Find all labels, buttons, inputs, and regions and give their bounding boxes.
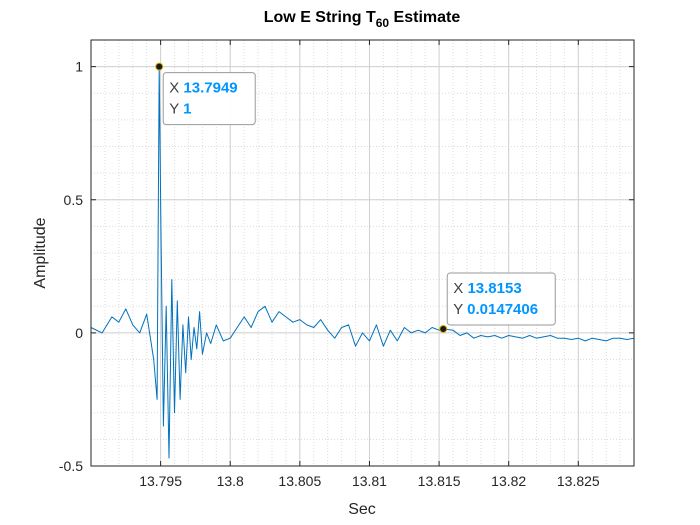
series-layer [90,66,635,459]
x-tick-label: 13.805 [278,473,321,489]
x-tick-label: 13.815 [418,473,461,489]
datatip-marker[interactable] [439,324,448,333]
y-tick-label: 0 [75,325,83,341]
y-tick-labels: -0.5 0 0.5 1 [59,59,83,474]
datatip-x-row: X 13.8153 [453,280,521,297]
datatip-y-row: Y 1 [169,101,191,118]
datatip-y-row: Y 0.0147406 [453,301,538,318]
series-line [90,66,635,459]
tick-marks [91,40,634,467]
x-tick-label: 13.81 [352,473,387,489]
x-tick-label: 13.82 [491,473,526,489]
y-tick-label: 0.5 [64,192,84,208]
x-tick-labels: 13.795 13.8 13.805 13.81 13.815 13.82 13.825 [139,473,600,489]
chart-title: Low E String T60 Estimate [264,9,461,30]
datatip-marker[interactable] [155,62,164,71]
y-tick-label: -0.5 [59,458,83,474]
datatip-box [162,72,256,126]
y-tick-label: 1 [75,59,83,75]
x-tick-label: 13.795 [139,473,182,489]
x-axis-label: Sec [348,501,376,518]
x-tick-label: 13.8 [217,473,244,489]
datatip-box [446,272,556,326]
axes-box [90,39,635,467]
datatip-x-row: X 13.7949 [169,80,237,97]
y-axis-label: Amplitude [32,217,49,288]
datatips: X 13.7949 Y 1 X 13.8153 Y 0.0147406 [155,62,556,333]
x-tick-label: 13.825 [557,473,600,489]
